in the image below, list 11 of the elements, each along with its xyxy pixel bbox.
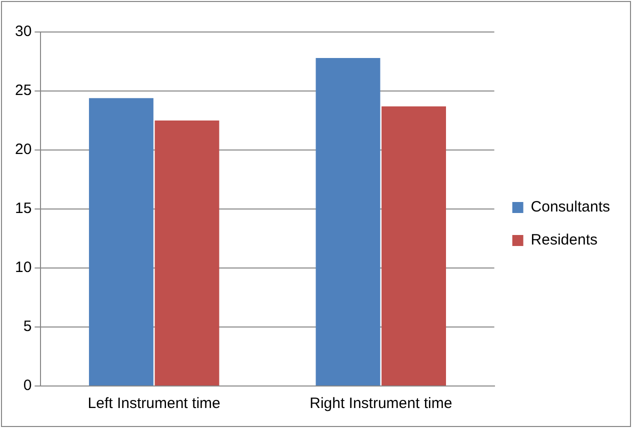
legend-label: Consultants <box>530 198 610 216</box>
y-tick-label: 15 <box>14 200 32 218</box>
y-tick-label: 10 <box>14 259 32 276</box>
y-tick-label: 30 <box>14 23 32 40</box>
y-tick-label: 25 <box>14 82 32 100</box>
x-tick-label: Left Instrument time <box>88 395 220 412</box>
y-tick-label: 0 <box>23 377 32 394</box>
x-tick-label: Right Instrument time <box>310 395 452 412</box>
y-tick-label: 20 <box>14 141 32 158</box>
legend-label: Residents <box>530 232 598 249</box>
y-tick-label: 5 <box>23 318 32 336</box>
